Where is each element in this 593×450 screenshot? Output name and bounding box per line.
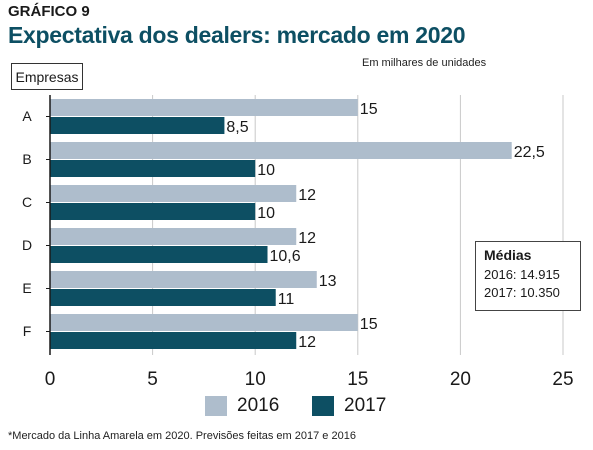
category-label-C: C [22,194,32,210]
bar-2017-C [50,203,256,220]
legend-item-2016: 2016 [205,395,279,417]
legend-label-2017: 2017 [344,395,387,416]
category-label-F: F [23,323,32,339]
bar-2016-B [50,142,512,159]
category-label-D: D [22,237,32,253]
bar-2017-D [50,246,268,263]
data-label-2017-E: 11 [278,291,295,308]
data-label-2016-F: 15 [360,316,378,333]
averages-title: Médias [484,247,532,263]
x-tick-label-5: 5 [147,369,158,390]
data-label-2017-C: 10 [257,205,275,222]
category-label-E: E [22,280,31,296]
category-label-B: B [22,151,31,167]
footnote: *Mercado da Linha Amarela em 2020. Previ… [8,430,356,442]
units-note: Em milhares de unidades [362,57,487,69]
bar-2017-A [50,117,225,134]
category-label-A: A [22,108,32,124]
data-label-2017-F: 12 [298,334,316,351]
data-label-2017-A: 8,5 [226,119,248,136]
average-2016: 2016: 14.915 [484,267,560,282]
chart-title: Expectativa dos dealers: mercado em 2020 [8,22,466,48]
data-label-2016-E: 13 [319,273,337,290]
bar-2016-E [50,271,317,288]
bar-2016-A [50,99,358,116]
averages-box: Médias 2016: 14.915 2017: 10.350 [475,241,581,311]
bar-2017-E [50,289,276,306]
legend-label-2016: 2016 [237,395,280,416]
x-tick-label-0: 0 [45,369,56,390]
data-label-2016-A: 15 [360,101,378,118]
data-label-2016-C: 12 [298,187,316,204]
x-tick-label-25: 25 [552,369,573,390]
data-label-2016-D: 12 [298,230,316,247]
data-label-2017-D: 10,6 [270,248,301,265]
bar-2017-F [50,332,297,349]
legend-swatch-2016 [205,396,227,416]
chart-kicker: GRÁFICO 9 [8,3,90,20]
x-tick-label-20: 20 [450,369,471,390]
bar-2017-B [50,160,256,177]
average-2017: 2017: 10.350 [484,285,560,300]
bar-2016-D [50,228,297,245]
legend: 2016 2017 [0,395,593,419]
category-axis-box: Empresas [11,63,83,90]
legend-item-2017: 2017 [312,395,386,417]
bar-2016-F [50,314,358,331]
bar-2016-C [50,185,297,202]
x-tick-label-10: 10 [245,369,266,390]
data-label-2017-B: 10 [257,162,275,179]
x-tick-label-15: 15 [347,369,368,390]
legend-swatch-2017 [312,396,334,416]
data-label-2016-B: 22,5 [514,144,545,161]
